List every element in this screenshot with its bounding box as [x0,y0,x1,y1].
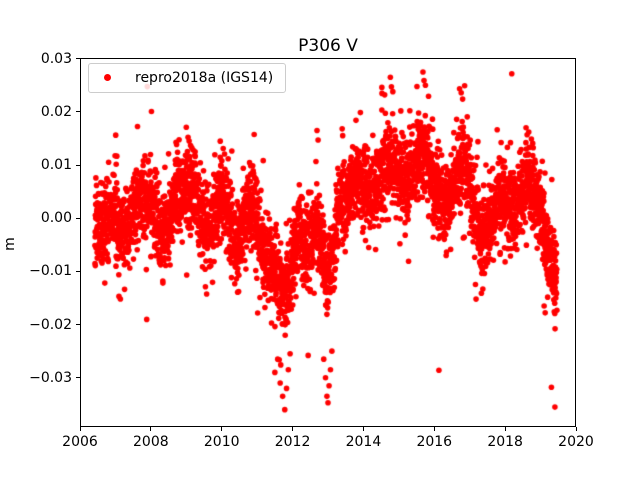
y-tick-label: −0.02 [29,316,72,333]
x-tick-mark [504,427,506,432]
x-tick-mark [433,427,435,432]
x-tick-mark [221,427,223,432]
x-tick-label: 2008 [133,434,169,451]
y-tick-label: 0.01 [40,157,72,174]
axes-frame [80,57,576,428]
y-tick-mark [76,58,80,60]
x-tick-label: 2014 [345,434,382,451]
y-tick-label: −0.01 [29,263,72,280]
legend-red-dot-icon [104,74,111,82]
x-tick-label: 2010 [203,434,240,451]
y-tick-mark [76,217,80,219]
x-tick-mark [150,427,152,432]
x-tick-mark [362,427,364,432]
x-tick-label: 2018 [487,434,523,451]
x-tick-mark [79,427,81,432]
y-tick-label: 0.02 [40,103,72,120]
y-axis-label: m [1,236,18,251]
legend-label: repro2018a (IGS14) [135,69,274,86]
y-tick-mark [76,270,80,272]
y-tick-label: 0.00 [40,210,72,227]
legend: repro2018a (IGS14) [88,62,287,93]
y-tick-mark [76,111,80,113]
x-tick-label: 2006 [62,434,98,451]
x-tick-label: 2020 [558,434,594,451]
y-tick-label: 0.03 [40,50,72,67]
x-tick-label: 2012 [274,434,311,451]
y-tick-label: −0.03 [29,369,72,386]
x-tick-mark [575,427,577,432]
x-tick-label: 2016 [416,434,453,451]
y-tick-mark [76,324,80,326]
y-tick-mark [76,377,80,379]
chart-title: P306 V [298,36,358,56]
y-tick-mark [76,164,80,166]
x-tick-mark [292,427,294,432]
